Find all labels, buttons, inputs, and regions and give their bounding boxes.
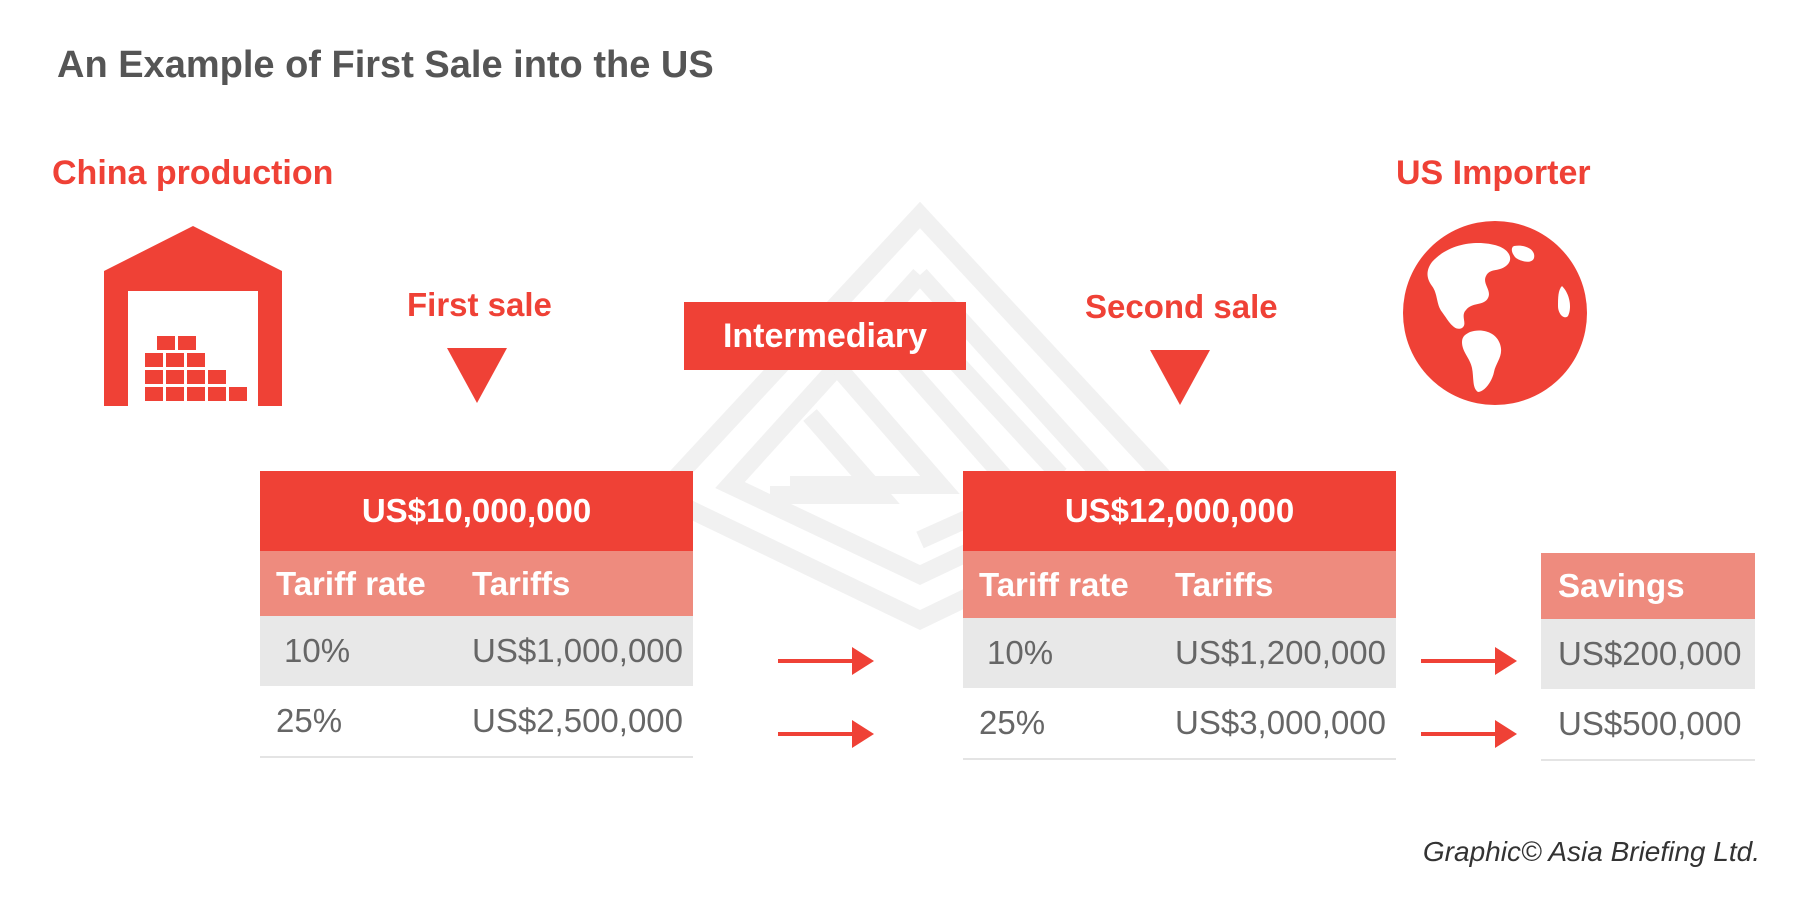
tariff-amount-cell: US$1,000,000	[472, 632, 684, 669]
table-row: 25% US$3,000,000	[963, 688, 1396, 760]
second-sale-price: US$12,000,000	[963, 471, 1396, 551]
table-row: US$200,000	[1541, 619, 1755, 689]
right-arrow-icon	[1421, 720, 1517, 748]
tariff-rate-cell: 25%	[276, 702, 343, 739]
us-importer-label: US Importer	[1396, 154, 1591, 192]
page-title: An Example of First Sale into the US	[57, 44, 714, 86]
china-production-label: China production	[52, 154, 334, 192]
tariffs-header: Tariffs	[472, 564, 571, 602]
tariff-amount-cell: US$3,000,000	[1175, 704, 1387, 741]
savings-header-label: Savings	[1558, 567, 1685, 604]
right-arrow-icon	[1421, 647, 1517, 675]
tariffs-header: Tariffs	[1175, 565, 1274, 603]
savings-amount-cell: US$200,000	[1558, 635, 1742, 672]
intermediary-box: Intermediary	[684, 302, 966, 370]
first-sale-label: First sale	[407, 286, 552, 323]
table-row: 10% US$1,000,000	[260, 616, 693, 686]
tariff-amount-cell: US$1,200,000	[1175, 634, 1387, 671]
tariff-rate-cell: 10%	[987, 634, 1054, 671]
first-sale-table-header: Tariff rate Tariffs	[260, 551, 693, 616]
tariff-rate-cell: 10%	[284, 632, 351, 669]
tariff-rate-cell: 25%	[979, 704, 1046, 741]
tariff-rate-header: Tariff rate	[276, 564, 426, 602]
first-sale-price: US$10,000,000	[260, 471, 693, 551]
savings-header: Savings	[1541, 553, 1755, 619]
tariff-amount-cell: US$2,500,000	[472, 702, 684, 739]
savings-amount-cell: US$500,000	[1558, 705, 1742, 742]
second-sale-table-header: Tariff rate Tariffs	[963, 551, 1396, 618]
table-row: 25% US$2,500,000	[260, 686, 693, 758]
table-row: 10% US$1,200,000	[963, 618, 1396, 688]
first-sale-table: US$10,000,000 Tariff rate Tariffs 10% US…	[260, 471, 693, 758]
second-sale-label: Second sale	[1085, 288, 1278, 325]
table-row: US$500,000	[1541, 689, 1755, 761]
credit-text: Graphic© Asia Briefing Ltd.	[1422, 836, 1760, 867]
warehouse-icon	[104, 226, 282, 406]
savings-table: Savings US$200,000 US$500,000	[1541, 553, 1755, 761]
down-triangle-icon	[447, 348, 507, 403]
right-arrow-icon	[778, 720, 874, 748]
tariff-rate-header: Tariff rate	[979, 565, 1129, 603]
down-triangle-icon	[1150, 350, 1210, 405]
second-sale-table: US$12,000,000 Tariff rate Tariffs 10% US…	[963, 471, 1396, 760]
right-arrow-icon	[778, 647, 874, 675]
globe-icon	[1403, 221, 1587, 405]
